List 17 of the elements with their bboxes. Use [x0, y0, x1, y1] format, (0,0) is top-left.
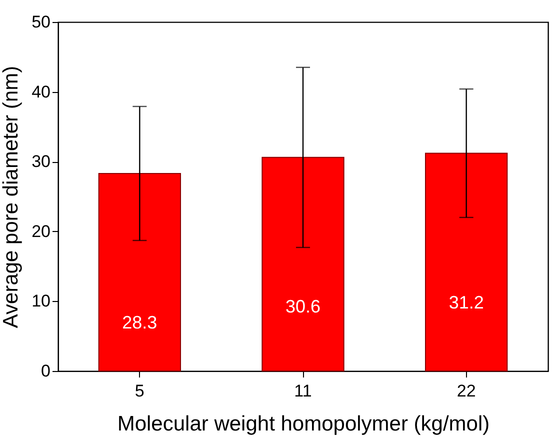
y-tick-label: 40	[32, 82, 50, 102]
y-tick-label: 0	[41, 362, 50, 380]
x-tick-label: 22	[456, 382, 476, 400]
bar	[98, 172, 181, 372]
y-tick-label: 20	[32, 222, 50, 241]
bar	[425, 152, 508, 372]
y-tick-label: 10	[32, 292, 50, 311]
y-tick-label: 30	[32, 152, 50, 172]
x-tick-label: 11	[294, 382, 312, 400]
y-axis-title: Average pore diameter (nm)	[0, 66, 23, 328]
x-tick-label: 5	[134, 382, 144, 400]
y-tick-label: 50	[32, 12, 50, 32]
data-label: 28.3	[122, 312, 158, 333]
data-label: 31.2	[448, 292, 484, 312]
x-axis-title: Molecular weight homopolymer (kg/mol)	[117, 412, 490, 436]
bar	[262, 156, 344, 372]
data-label: 30.6	[285, 296, 321, 316]
